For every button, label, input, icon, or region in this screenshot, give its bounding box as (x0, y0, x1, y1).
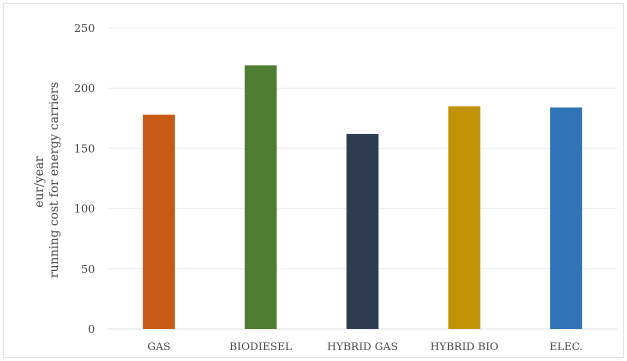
y-tick-label: 150 (74, 142, 95, 155)
y-tick-label: 200 (74, 82, 95, 95)
bars (142, 65, 583, 330)
bar-hybrid-gas (346, 133, 379, 329)
y-tick-label: 50 (81, 263, 95, 276)
y-axis-label-line-2: running cost for energy carriers (47, 82, 61, 278)
bar-gas (142, 114, 175, 329)
bar-biodiesel (244, 65, 277, 329)
y-axis-label-line-1: eur/year (32, 156, 46, 208)
y-tick-label: 0 (88, 323, 95, 336)
x-tick-label: HYBRID GAS (327, 341, 398, 353)
y-tick-labels: 0 50 100 150 200 250 (74, 22, 95, 336)
x-tick-label: BIODIESEL (229, 341, 292, 353)
x-tick-label: GAS (147, 341, 170, 353)
x-tick-label: ELEC. (549, 341, 582, 353)
y-tick-label: 250 (74, 22, 95, 35)
y-tick-label: 100 (74, 203, 95, 216)
x-tick-labels: GAS BIODIESEL HYBRID GAS HYBRID BIO ELEC. (147, 341, 582, 353)
chart-frame (3, 3, 624, 358)
x-tick-label: HYBRID BIO (430, 341, 498, 353)
bar-elec (550, 107, 583, 330)
bar-hybrid-bio (448, 106, 481, 329)
y-axis-label: eur/year running cost for energy carrier… (32, 82, 61, 278)
